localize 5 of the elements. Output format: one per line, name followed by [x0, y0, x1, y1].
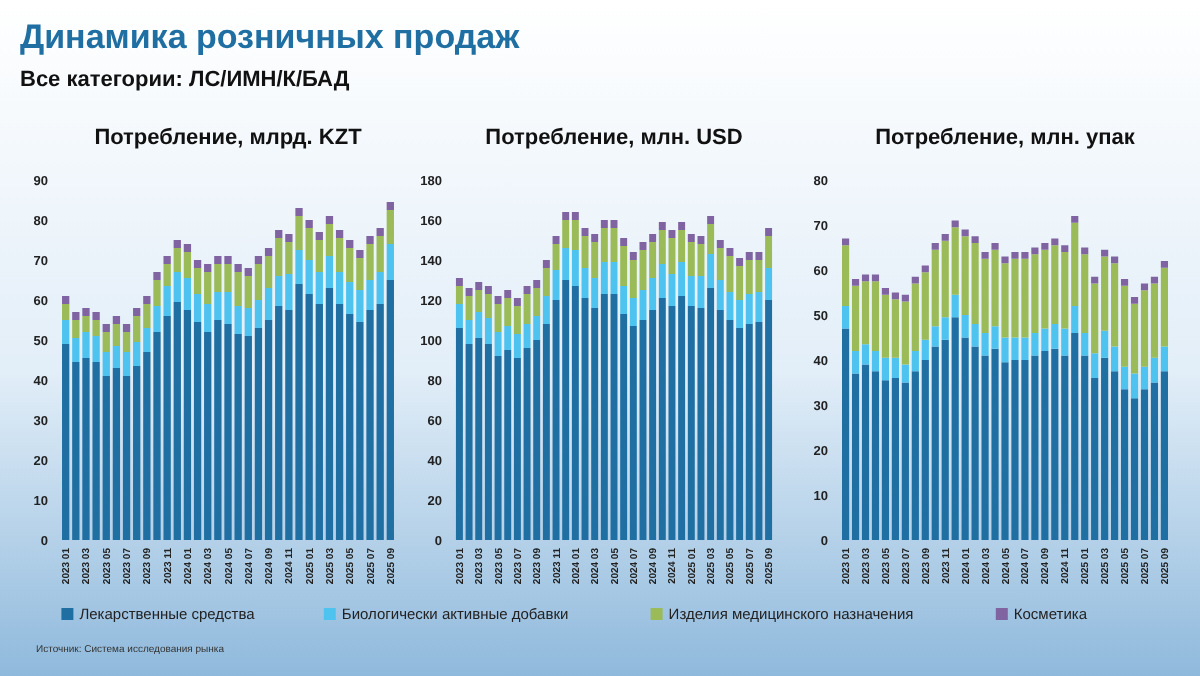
- chart-title: Потребление, млрд. KZT: [94, 126, 363, 150]
- text: Динамика розничных продаж: [20, 18, 522, 56]
- text: Все категории: ЛС/ИМН/К/БАД: [20, 68, 350, 92]
- chart-title: Потребление, млн. упак: [875, 126, 1136, 150]
- chart-title: Потребление, млн. USD: [485, 126, 743, 150]
